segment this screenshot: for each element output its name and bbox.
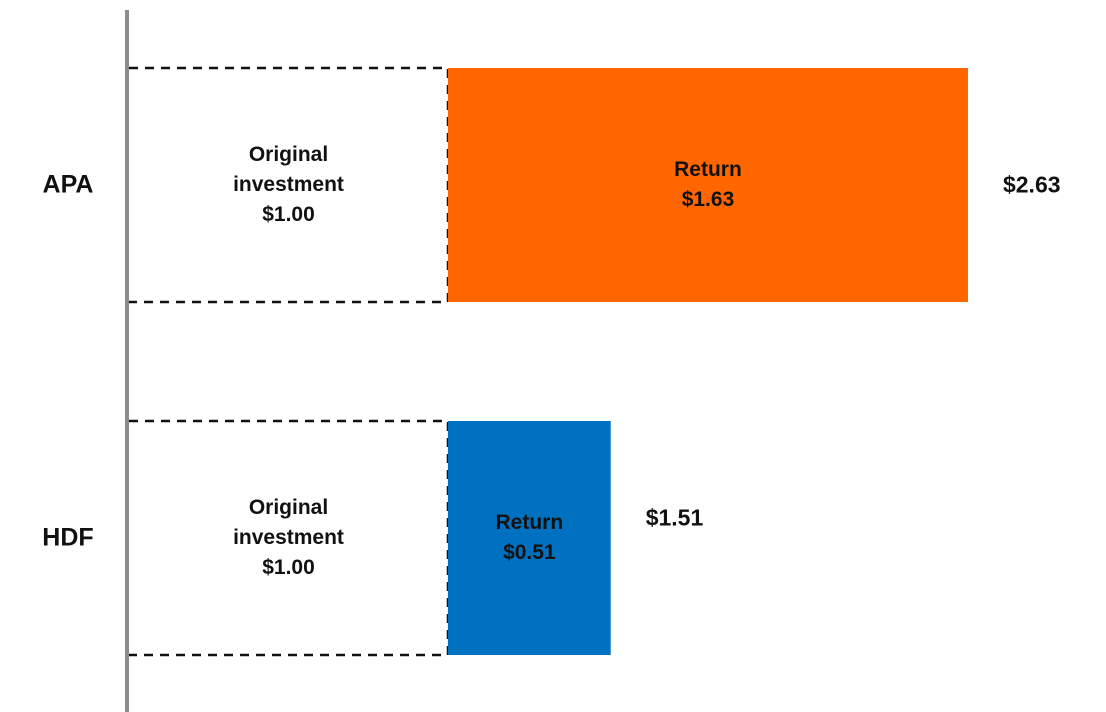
value-label: $1.00 — [262, 556, 315, 579]
series-name: Original investment — [233, 496, 344, 549]
series-name: Return — [674, 158, 742, 181]
series-name: Return — [495, 511, 564, 534]
value-label: $1.63 — [681, 188, 735, 211]
value-label: $0.51 — [503, 541, 556, 564]
category-label: HDF — [42, 523, 94, 552]
segment-label: Original investment $1.00 — [214, 493, 364, 583]
segment-label: Return $1.63 — [643, 155, 773, 215]
series-name: Original investment — [233, 143, 344, 196]
total-label: $2.63 — [1002, 171, 1061, 198]
bar-segment — [448, 421, 611, 655]
segment-label: Original investment $1.00 — [214, 140, 364, 230]
segment-label: Return $0.51 — [464, 508, 594, 568]
bar-segment — [448, 68, 968, 302]
value-label: $1.00 — [262, 203, 315, 226]
total-label: $1.51 — [645, 504, 704, 531]
category-label: APA — [42, 170, 94, 199]
